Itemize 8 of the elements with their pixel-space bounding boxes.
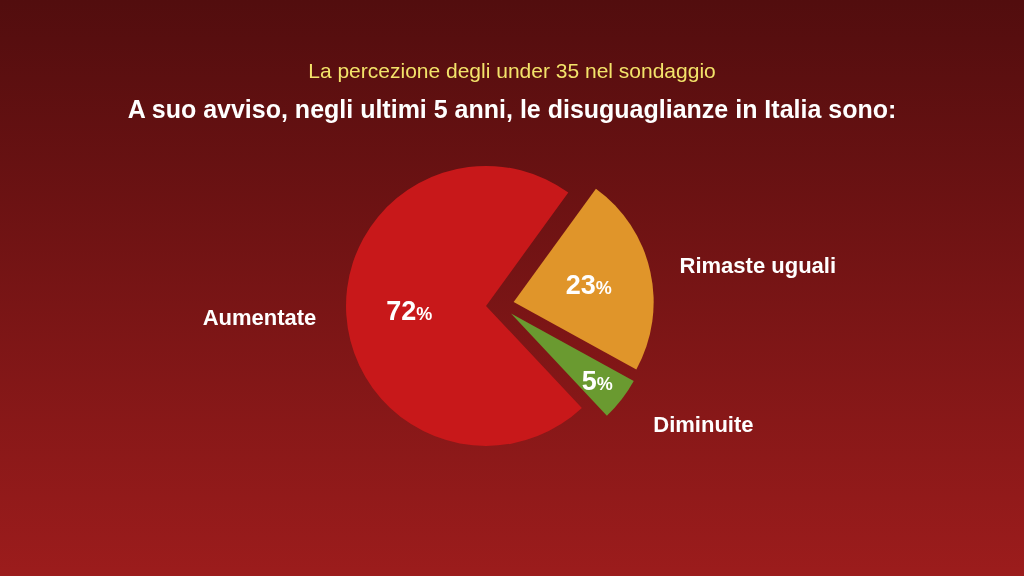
slice-label: Aumentate [202, 304, 317, 330]
slice-label: Rimaste uguali [679, 252, 837, 278]
slice-label: Diminuite [653, 411, 754, 437]
data-label: 23% [565, 270, 612, 301]
chart-subtitle: A suo avviso, negli ultimi 5 anni, le disuguaglianze in Italia sono: [127, 95, 897, 123]
chart-title: La percezione degli under 35 nel sondaggio [308, 59, 716, 82]
data-label: 5% [581, 365, 613, 396]
data-label: 72% [386, 295, 433, 326]
